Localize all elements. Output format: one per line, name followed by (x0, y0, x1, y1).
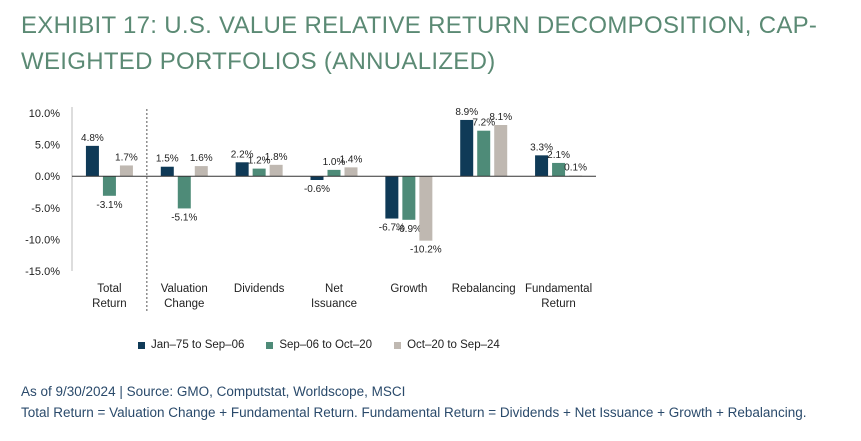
legend-item-series-3: Oct–20 to Sep–24 (394, 339, 500, 351)
data-label: 1.6% (190, 153, 213, 164)
bar (385, 176, 399, 219)
bar (269, 164, 283, 177)
legend-label-series-3: Oct–20 to Sep–24 (407, 339, 500, 351)
legend-swatch-series-2 (266, 341, 274, 349)
data-label: -0.6% (304, 184, 330, 195)
data-label: -3.1% (96, 200, 122, 211)
data-label: 4.8% (81, 133, 104, 144)
data-label: 7.2% (472, 118, 495, 129)
data-label: -6.9% (396, 224, 422, 235)
data-label: 1.5% (156, 154, 179, 165)
bar (102, 176, 116, 196)
data-label: 2.1% (547, 150, 570, 161)
x-category-label: Issuance (311, 298, 357, 310)
data-label: 1.2% (248, 156, 271, 167)
x-category-label: Fundamental (525, 283, 592, 295)
x-category-label: Valuation (161, 283, 208, 295)
legend-label-series-1: Jan–75 to Sep–06 (151, 339, 245, 351)
data-label: 2.2% (231, 149, 254, 160)
bar (235, 162, 249, 177)
data-label: 0.1% (564, 163, 587, 174)
legend-swatch-series-3 (394, 341, 402, 349)
data-label: 1.7% (115, 152, 138, 163)
x-category-label: Dividends (234, 283, 285, 295)
y-tick-label: -10.0% (25, 234, 60, 246)
y-tick-label: 5.0% (35, 140, 60, 152)
data-label: -10.2% (410, 245, 442, 256)
data-label: 8.9% (455, 107, 478, 118)
x-category-label: Growth (390, 283, 427, 295)
data-label: 1.8% (265, 152, 288, 163)
bar (160, 166, 174, 177)
bar-chart: 10.0% 5.0% 0.0% -5.0% -10.0% -15.0% 4.8% 1.5% 2.… (25, 107, 596, 311)
bar (194, 166, 208, 177)
x-category-label: Return (92, 298, 127, 310)
legend-item-series-1: Jan–75 to Sep–06 (138, 339, 244, 351)
bar (177, 176, 191, 209)
x-category-label: Net (325, 283, 344, 295)
y-tick-label: 10.0% (29, 108, 60, 120)
bar (402, 176, 416, 220)
data-label: -6.7% (379, 223, 405, 234)
data-label: 8.1% (489, 112, 512, 123)
chart-title: EXHIBIT 17: U.S. VALUE RELATIVE RETURN D… (21, 12, 818, 75)
data-label: -5.1% (171, 212, 197, 223)
y-tick-label: -15.0% (25, 266, 60, 278)
x-category-label: Total (97, 283, 121, 295)
data-label: 3.3% (530, 142, 553, 153)
bar (419, 176, 433, 241)
bar (327, 169, 341, 177)
x-category-label: Return (541, 298, 576, 310)
data-label: 1.4% (340, 154, 363, 165)
bar (85, 145, 99, 177)
legend-swatch-series-1 (138, 341, 145, 349)
y-tick-label: -5.0% (31, 203, 60, 215)
bar (119, 165, 133, 177)
bar (344, 167, 358, 177)
y-tick-label: 0.0% (35, 171, 60, 183)
bar (535, 155, 549, 177)
bar (477, 130, 491, 177)
bar (252, 168, 266, 177)
bar (552, 162, 566, 177)
legend-label-series-2: Sep–06 to Oct–20 (279, 339, 373, 351)
bar (460, 119, 474, 177)
bar (494, 125, 508, 177)
footnote-source: As of 9/30/2024 | Source: GMO, Computsta… (21, 384, 406, 399)
legend: Jan–75 to Sep–06 Sep–06 to Oct–20 Oct–20… (138, 339, 500, 351)
data-label: 1.0% (323, 157, 346, 168)
x-category-label: Change (164, 298, 204, 310)
x-category-label: Rebalancing (452, 283, 516, 295)
bar (310, 176, 324, 180)
legend-item-series-2: Sep–06 to Oct–20 (266, 339, 372, 351)
footnote-definition: Total Return = Valuation Change + Fundam… (21, 405, 807, 420)
